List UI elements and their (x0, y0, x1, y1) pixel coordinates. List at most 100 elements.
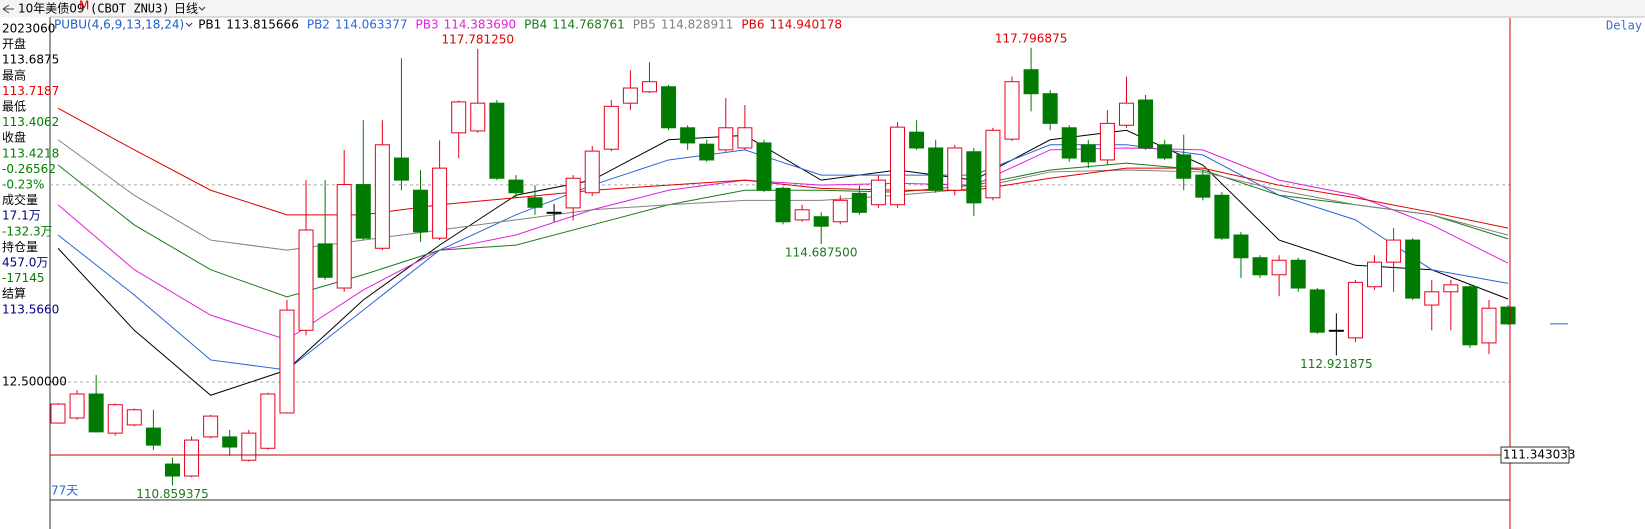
candle-body (1214, 194, 1230, 239)
candle-body (584, 150, 600, 194)
candle-body (164, 463, 180, 477)
extreme-label: 117.796875 (995, 31, 1068, 45)
ma-line (57, 144, 1509, 371)
info-item: 最高 (2, 67, 26, 82)
candle-body (890, 126, 906, 206)
candle-body (1195, 174, 1211, 198)
candle-body (336, 184, 352, 289)
candle-body (1157, 144, 1173, 159)
candle-body (1004, 81, 1020, 140)
legend-value: 114.940178 (770, 18, 843, 32)
candle-body (565, 177, 581, 209)
info-item: -0.23% (2, 178, 44, 192)
candle-body (909, 131, 925, 149)
candle-body (775, 187, 791, 223)
candle-body (470, 102, 486, 132)
candle-body (374, 144, 390, 249)
candle-body (928, 147, 944, 191)
candle-body (699, 143, 715, 161)
candle-body (1080, 144, 1096, 163)
candle-body (718, 127, 734, 151)
candle-body (1462, 286, 1478, 346)
legend-value: 114.828911 (661, 18, 734, 32)
candle-body (203, 415, 219, 438)
candle-body (69, 393, 85, 419)
candle-body (1309, 289, 1325, 333)
day-count: 77天 (51, 484, 78, 498)
candle-body (603, 105, 619, 150)
candle-body (298, 229, 314, 331)
candle-body (1138, 99, 1154, 149)
info-item: 开盘 (2, 36, 26, 51)
candle-body (1290, 259, 1306, 289)
candle-body (107, 404, 123, 434)
info-item: 113.6875 (2, 53, 59, 67)
period-dropdown[interactable] (198, 6, 206, 11)
candle-body (260, 393, 276, 449)
candle-body (317, 243, 333, 278)
extreme-label: 112.921875 (1300, 357, 1373, 371)
legend-name: PB1 (198, 18, 221, 32)
info-item: 113.4218 (2, 146, 59, 160)
candle-body (622, 87, 638, 104)
info-item: 113.7187 (2, 84, 59, 98)
candle-body (832, 199, 848, 223)
candle-body (355, 184, 371, 239)
candle-body (1023, 69, 1039, 95)
legend-name: PB5 (633, 18, 656, 32)
candle-body (641, 81, 657, 93)
candle-body (546, 211, 562, 214)
candle-body (279, 309, 295, 414)
candle-body (947, 147, 963, 191)
info-item: 457.0万 (2, 256, 48, 270)
candle-body (50, 403, 66, 424)
period-selector[interactable]: 日线 (174, 2, 198, 16)
info-item: -132.3万 (2, 224, 53, 238)
candle-body (1424, 291, 1440, 306)
legend-name: PB3 (415, 18, 438, 32)
candle-body (813, 216, 829, 227)
candle-body (508, 179, 524, 194)
crosshair-label: 111.343033 (1503, 448, 1576, 462)
candle-body (489, 102, 505, 179)
back-icon[interactable] (2, 4, 14, 14)
legend-dropdown (185, 22, 193, 27)
extreme-label: 117.781250 (441, 32, 514, 46)
candle-body (985, 129, 1001, 199)
extreme-label: 110.859375 (136, 487, 209, 501)
candle-body (1176, 154, 1192, 179)
info-item: -0.26562 (2, 162, 56, 176)
candle-body (661, 86, 677, 129)
candle-body (1042, 93, 1058, 124)
delay-status: Delay (1606, 19, 1642, 33)
candle-body (870, 179, 886, 206)
candle-body (794, 209, 810, 221)
candle-body (222, 436, 238, 448)
top-bar (0, 0, 1645, 17)
candle-body (1500, 306, 1516, 325)
instrument-name: 10年美债09 (18, 2, 85, 16)
candle-body (184, 439, 200, 477)
legend-name: PB6 (741, 18, 764, 32)
ma-line (57, 147, 1509, 341)
info-item: 结算 (2, 286, 26, 301)
ma-line (57, 107, 1509, 229)
candle-body (432, 167, 448, 239)
candle-body (1271, 259, 1287, 276)
legend-name: PB4 (524, 18, 547, 32)
info-item: 113.5660 (2, 302, 59, 316)
info-item: 成交量 (2, 192, 38, 207)
candle-body (1061, 127, 1077, 159)
candle-body (241, 432, 257, 461)
info-item: 最低 (2, 100, 26, 114)
legend-title: PUBU(4,6,9,13,18,24) (54, 18, 184, 32)
candle-body (1481, 307, 1497, 344)
instrument-badge: M (79, 0, 89, 13)
candle-body (1347, 281, 1363, 339)
info-item: -17145 (2, 271, 45, 285)
candle-body (756, 142, 772, 191)
candle-body (88, 393, 104, 433)
candle-body (451, 101, 467, 134)
